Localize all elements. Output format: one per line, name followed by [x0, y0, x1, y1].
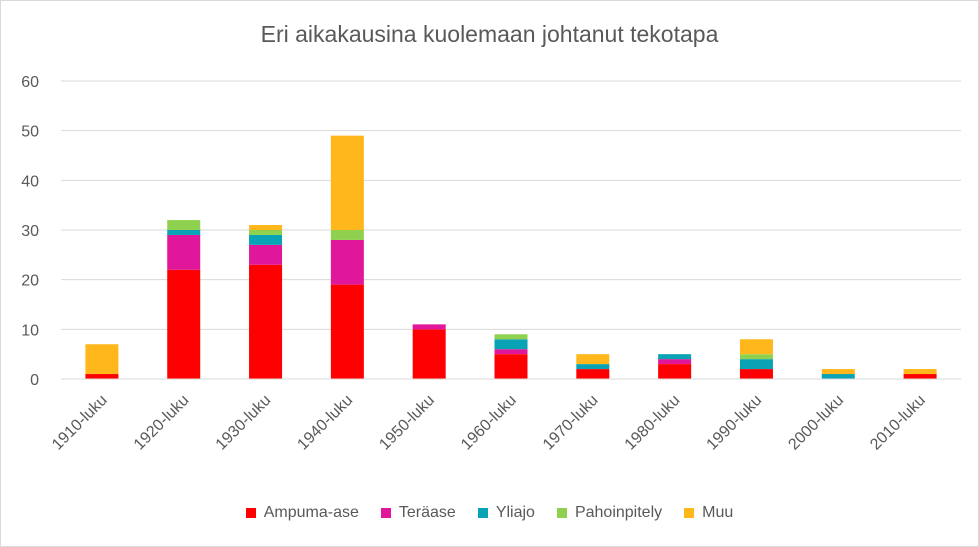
- legend-label: Yliajo: [495, 504, 535, 521]
- bar-segment-8-4: [739, 339, 773, 355]
- bar-segment-0-0: [85, 374, 119, 379]
- bar-segment-5-0: [494, 354, 528, 379]
- bar-segment-1-3: [167, 220, 201, 230]
- bar-segment-4-1: [412, 324, 446, 330]
- legend-swatch: [380, 508, 391, 518]
- bar-segment-2-2: [249, 234, 283, 245]
- x-tick-label: 1910-luku: [49, 392, 111, 454]
- chart-title: Eri aikakausina kuolemaan johtanut tekot…: [260, 21, 719, 47]
- legend-item: Ampuma-ase: [245, 504, 359, 522]
- y-tick-label: 60: [21, 74, 39, 91]
- x-tick-label: 2000-luku: [785, 392, 847, 454]
- bar-segment-4-0: [412, 329, 446, 379]
- legend-label: Pahoinpitely: [574, 504, 663, 521]
- chart-legend: Ampuma-ase Teräase Yliajo Pahoinpitely Muu: [1, 504, 978, 522]
- bar-segment-2-1: [249, 244, 283, 265]
- legend-item: Pahoinpitely: [556, 504, 663, 522]
- bar-segment-3-4: [330, 135, 364, 230]
- legend-swatch: [556, 508, 567, 518]
- bar-segment-5-1: [494, 349, 528, 355]
- bar-segment-7-2: [658, 354, 692, 360]
- bar-segment-8-0: [739, 369, 773, 379]
- bar-segment-8-3: [739, 354, 773, 360]
- bar-segment-6-2: [576, 364, 610, 370]
- legend-swatch: [245, 508, 256, 518]
- bar-segment-0-4: [85, 344, 119, 375]
- bar-segment-5-2: [494, 339, 528, 350]
- legend-swatch: [477, 508, 488, 518]
- x-tick-label: 1960-luku: [458, 392, 520, 454]
- legend-label: Teräase: [398, 504, 456, 521]
- x-tick-label: 1950-luku: [376, 392, 438, 454]
- bar-segment-6-4: [576, 354, 610, 365]
- x-tick-label: 1940-luku: [294, 392, 356, 454]
- bar-segment-9-2: [821, 374, 855, 379]
- legend-item: Teräase: [380, 504, 456, 522]
- x-tick-label: 1980-luku: [622, 392, 684, 454]
- bar-segment-6-0: [576, 369, 610, 379]
- bar-segment-3-3: [330, 230, 364, 240]
- bar-segment-3-0: [330, 284, 364, 379]
- bar-segment-2-0: [249, 264, 283, 379]
- bar-segment-9-4: [821, 369, 855, 375]
- y-tick-label: 10: [21, 322, 39, 339]
- bar-segment-1-2: [167, 230, 201, 235]
- x-tick-label: 1990-luku: [704, 392, 766, 454]
- x-tick-label: 1930-luku: [213, 392, 275, 454]
- bar-segment-2-4: [249, 225, 283, 230]
- legend-item: Muu: [684, 504, 733, 522]
- bar-segment-2-3: [249, 230, 283, 235]
- bar-segment-8-2: [739, 359, 773, 370]
- bar-segment-7-0: [658, 364, 692, 379]
- legend-swatch: [684, 508, 695, 518]
- legend-label: Muu: [702, 504, 734, 521]
- y-tick-label: 50: [21, 124, 39, 141]
- bar-segment-5-3: [494, 334, 528, 340]
- bar-segment-7-1: [658, 359, 692, 365]
- bar-segment-1-0: [167, 269, 201, 379]
- x-tick-label: 1920-luku: [131, 392, 193, 454]
- y-tick-label: 20: [21, 273, 39, 290]
- y-tick-label: 40: [21, 173, 39, 190]
- bar-segment-3-1: [330, 239, 364, 285]
- y-tick-label: 0: [30, 372, 39, 389]
- x-tick-label: 1970-luku: [540, 392, 602, 454]
- bar-segment-10-4: [903, 369, 937, 375]
- x-tick-label: 2010-luku: [867, 392, 929, 454]
- bar-segment-1-1: [167, 234, 201, 270]
- y-tick-label: 30: [21, 223, 39, 240]
- legend-label: Ampuma-ase: [263, 504, 359, 521]
- bar-segment-10-0: [903, 374, 937, 379]
- legend-item: Yliajo: [477, 504, 535, 522]
